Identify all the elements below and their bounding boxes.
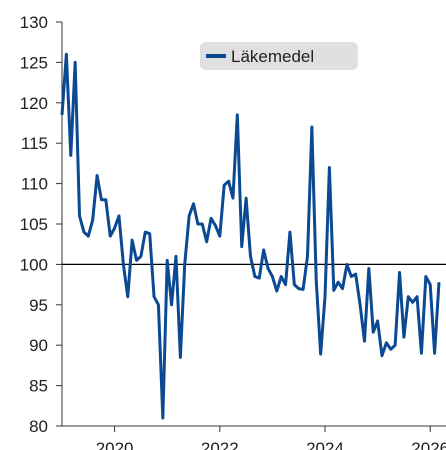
- y-tick-label: 105: [20, 215, 48, 234]
- legend-label: Läkemedel: [231, 47, 314, 66]
- y-tick-label: 90: [29, 336, 48, 355]
- x-tick-label: 2024: [306, 439, 344, 450]
- y-tick-label: 85: [29, 377, 48, 396]
- y-tick-label: 100: [20, 255, 48, 274]
- y-tick-label: 95: [29, 296, 48, 315]
- x-tick-label: 2022: [201, 439, 239, 450]
- y-tick-label: 120: [20, 94, 48, 113]
- y-tick-label: 110: [21, 175, 48, 194]
- legend: Läkemedel: [200, 42, 358, 70]
- x-tick-label: 2026: [411, 439, 446, 450]
- y-tick-label: 115: [21, 134, 48, 153]
- x-tick-label: 2020: [96, 439, 134, 450]
- series-line: [60, 52, 441, 420]
- legend-box: [200, 42, 358, 70]
- y-tick-label: 80: [29, 417, 48, 436]
- y-tick-label: 125: [20, 53, 48, 72]
- y-tick-label: 130: [20, 13, 48, 32]
